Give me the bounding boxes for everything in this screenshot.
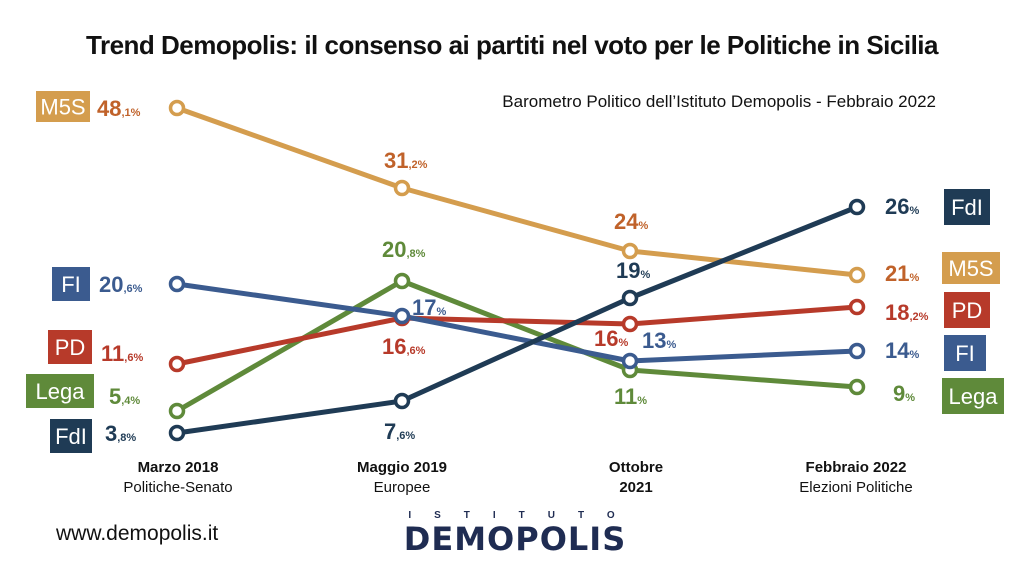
legend-tag-right-pd [944, 292, 990, 328]
legend-tag-left-lega [26, 374, 94, 408]
data-point-fdi-1 [393, 392, 411, 410]
data-point-fi-2 [621, 352, 639, 370]
legend-tag-left-fdi [50, 419, 92, 453]
legend-tag-left-pd [48, 330, 92, 364]
legend-tag-label-right-fi: FI [955, 341, 975, 366]
series-line-m5s [176, 105, 858, 278]
value-label-lega-2: 11% [614, 384, 647, 409]
legend-tag-left-fi [52, 267, 90, 301]
data-point-fi-3 [848, 342, 866, 360]
value-label-fi-3: 14% [885, 338, 919, 363]
value-label-lega-0: 5,4% [109, 384, 140, 409]
chart-subtitle: Barometro Politico dell’Istituto Demopol… [502, 92, 936, 111]
data-point-fi-0 [168, 275, 186, 293]
data-point-m5s-0 [168, 99, 186, 117]
series-line-pd [176, 304, 858, 367]
data-point-pd-0 [168, 355, 186, 373]
legend-tag-label-right-m5s: M5S [948, 256, 993, 281]
value-label-fdi-0: 3,8% [105, 421, 136, 446]
value-label-fdi-2: 19% [616, 258, 650, 283]
series-line-lega [175, 278, 858, 414]
data-point-pd-3 [848, 298, 866, 316]
legend-tag-right-m5s [942, 252, 1000, 284]
value-label-pd-2: 16% [594, 326, 628, 351]
legend-tag-label-right-fdi: FdI [951, 195, 983, 220]
value-label-m5s-3: 21% [885, 261, 919, 286]
value-label-m5s-1: 31,2% [384, 148, 428, 173]
value-label-lega-3: 9% [893, 381, 915, 406]
x-label-1: Maggio 2019 Europee [356, 459, 448, 496]
legend-tag-label-left-fi: FI [61, 272, 81, 297]
legend-tag-right-fi [944, 335, 986, 371]
data-point-pd-2 [621, 315, 639, 333]
value-label-pd-3: 18,2% [885, 300, 929, 325]
series-line-fi [176, 281, 858, 364]
legend-tag-label-left-lega: Lega [36, 379, 86, 404]
value-label-m5s-2: 24% [614, 209, 648, 234]
value-label-lega-1: 20,8% [382, 237, 426, 262]
legend-tag-label-left-m5s: M5S [40, 95, 85, 120]
data-point-m5s-1 [393, 179, 411, 197]
data-point-m5s-2 [621, 242, 639, 260]
legend-tag-label-left-pd: PD [55, 335, 86, 360]
legend-tag-left-m5s [36, 91, 90, 122]
value-label-fi-0: 20,6% [99, 272, 143, 297]
page-title: Trend Demopolis: il consenso ai partiti … [86, 30, 938, 60]
legend-tag-right-fdi [944, 189, 990, 225]
website-link[interactable]: www.demopolis.it [56, 522, 219, 545]
series-line-fdi [176, 204, 858, 436]
data-point-lega-3 [848, 378, 866, 396]
legend-tag-right-lega [942, 378, 1004, 414]
data-point-m5s-3 [848, 266, 866, 284]
legend-tag-label-right-pd: PD [952, 298, 983, 323]
value-label-m5s-0: 48,1% [97, 96, 141, 121]
legend-tag-label-right-lega: Lega [949, 384, 999, 409]
data-point-fi-1 [393, 307, 411, 325]
x-label-0: Marzo 2018 Politiche-Senato [123, 459, 233, 496]
data-point-fdi-2 [621, 289, 639, 307]
value-label-fi-1: 17% [412, 295, 446, 320]
x-label-2: Ottobre 2021 [608, 459, 664, 496]
value-label-pd-1: 16,6% [382, 334, 426, 359]
demopolis-logo: ISTITUTO DEMOPOLIS [403, 510, 638, 558]
value-label-fdi-1: 7,6% [384, 419, 415, 444]
legend-tag-label-left-fdi: FdI [55, 424, 87, 449]
value-label-pd-0: 11,6% [101, 341, 143, 366]
data-point-lega-0 [168, 402, 186, 420]
value-label-fdi-3: 26% [885, 194, 919, 219]
x-label-3: Febbraio 2022 Elezioni Politiche [799, 459, 913, 496]
data-point-fdi-0 [168, 424, 186, 442]
value-label-fi-2: 13% [642, 328, 676, 353]
data-point-lega-1 [393, 272, 411, 290]
data-point-fdi-3 [848, 198, 866, 216]
